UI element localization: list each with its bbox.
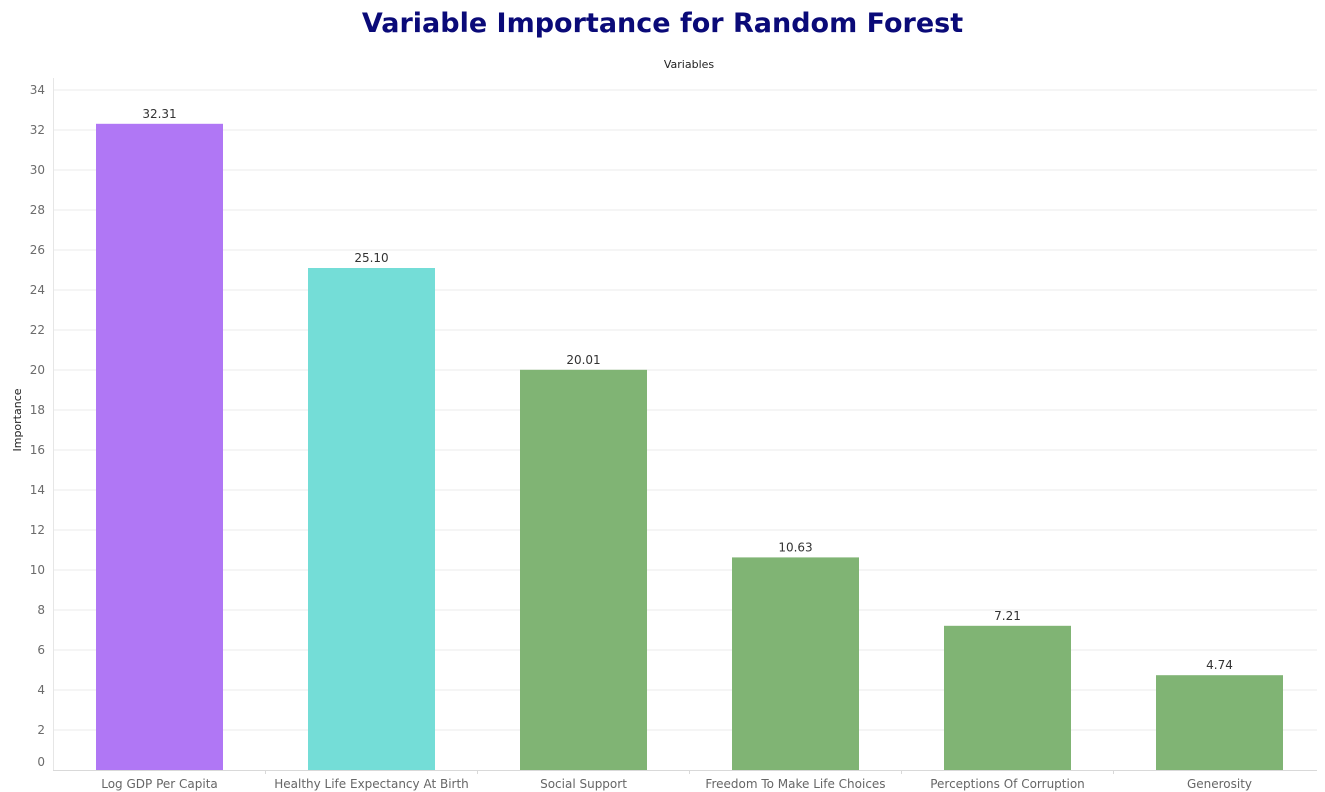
x-axis-title: Variables: [664, 58, 715, 71]
gridlines: [53, 89, 1317, 731]
x-category-label: Freedom To Make Life Choices: [705, 777, 885, 791]
bar: [520, 369, 647, 770]
bar: [308, 268, 435, 770]
x-category-label: Log GDP Per Capita: [101, 777, 218, 791]
y-tick-label: 12: [30, 523, 45, 537]
y-tick-label: 10: [30, 563, 45, 577]
y-axis-title: Importance: [11, 388, 24, 451]
y-tick-label: 4: [37, 683, 45, 697]
y-tick-label: 8: [37, 603, 45, 617]
bar: [96, 123, 223, 771]
x-category-label: Social Support: [540, 777, 627, 791]
x-category-labels: Log GDP Per Capita Healthy Life Expectanc…: [101, 777, 1252, 791]
y-tick-label: 16: [30, 443, 45, 457]
data-label: 10.63: [778, 540, 812, 554]
x-category-label: Generosity: [1187, 777, 1252, 791]
chart-title: Variable Importance for Random Forest: [361, 8, 964, 39]
y-tick-label: 28: [30, 203, 45, 217]
data-label: 32.31: [142, 107, 176, 121]
y-tick-label: 20: [30, 363, 45, 377]
y-tick-label: 14: [30, 483, 45, 497]
data-label: 25.10: [354, 251, 388, 265]
y-tick-label: 2: [37, 723, 45, 737]
x-category-label: Perceptions Of Corruption: [930, 777, 1085, 791]
bars: [96, 123, 1283, 771]
x-category-label: Healthy Life Expectancy At Birth: [274, 777, 469, 791]
data-label: 7.21: [994, 609, 1021, 623]
bar: [732, 557, 859, 770]
y-tick-label: 30: [30, 163, 45, 177]
data-label: 4.74: [1206, 658, 1233, 672]
y-tick-label: 0: [37, 755, 45, 769]
y-tick-label: 32: [30, 123, 45, 137]
y-tick-label: 24: [30, 283, 45, 297]
axes: [53, 78, 1317, 774]
data-labels: 32.31 25.10 20.01 10.63 7.21 4.74: [142, 107, 1233, 672]
bar: [1156, 675, 1283, 770]
y-tick-label: 22: [30, 323, 45, 337]
y-tick-label: 6: [37, 643, 45, 657]
data-label: 20.01: [566, 353, 600, 367]
y-tick-label: 18: [30, 403, 45, 417]
bar: [944, 625, 1071, 770]
y-tick-label: 34: [30, 83, 45, 97]
y-tick-label: 26: [30, 243, 45, 257]
